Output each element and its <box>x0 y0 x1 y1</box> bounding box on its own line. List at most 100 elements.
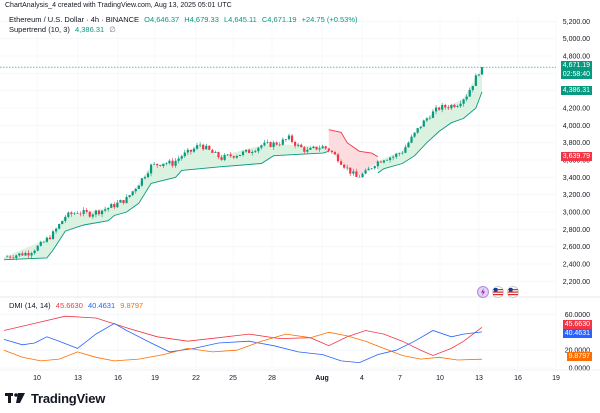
candle-body <box>134 188 137 192</box>
candle-body <box>183 152 186 157</box>
candle-body <box>61 220 64 225</box>
time-tick-label: 16 <box>114 375 122 382</box>
supertrend-fill-up <box>377 67 482 173</box>
supertrend-legend: Supertrend (10, 3) 4,386.31 ∅ <box>9 25 119 34</box>
candle-body <box>97 210 101 215</box>
time-tick-label: 28 <box>268 375 276 382</box>
price-tick-label: 2,600.00 <box>563 244 590 251</box>
candle-body <box>477 74 481 76</box>
candle-body <box>269 141 272 147</box>
candle-body <box>76 213 79 214</box>
candle-body <box>217 152 220 158</box>
candle-body <box>128 195 131 197</box>
candle-body <box>64 216 67 221</box>
candle-body <box>306 149 309 152</box>
candle-body <box>382 160 386 163</box>
dmi-tick-label: 60.0000 <box>565 312 590 319</box>
candle-body <box>54 228 58 232</box>
supertrend-badge: 4,386.31 <box>560 86 592 95</box>
change-value: +24.75 (+0.53%) <box>301 15 358 24</box>
price-tick-label: 4,800.00 <box>563 54 590 61</box>
candle-body <box>395 153 398 157</box>
candle-body <box>444 104 447 108</box>
candle-body <box>278 144 281 146</box>
candle-body <box>367 168 370 171</box>
candle-body <box>471 85 474 90</box>
candle-body <box>159 165 162 166</box>
candle-body <box>9 256 12 258</box>
candle-body <box>223 154 226 160</box>
candle-body <box>480 67 484 75</box>
time-tick-label: 4 <box>360 375 364 382</box>
candle-body <box>257 147 260 152</box>
candle-body <box>70 212 73 215</box>
candle-body <box>468 89 471 97</box>
candle-body <box>125 196 128 204</box>
us-flag-icon[interactable] <box>492 286 504 298</box>
candle-body <box>186 149 189 153</box>
empty-set-icon[interactable]: ∅ <box>109 25 116 34</box>
candle-body <box>104 209 107 211</box>
supertrend-lines <box>3 91 483 261</box>
candle-body <box>100 210 104 215</box>
candle-body <box>79 213 82 215</box>
candle-body <box>162 163 165 166</box>
price-tick-label: 3,600.00 <box>563 158 590 165</box>
candle-body <box>91 214 94 217</box>
candle-body <box>42 241 45 243</box>
candle-body <box>140 178 143 186</box>
tradingview-mark-icon <box>5 392 27 404</box>
supertrend-fill-down <box>328 129 378 176</box>
tradingview-logo[interactable]: TradingView <box>5 390 105 406</box>
price-tick-label: 4,000.00 <box>563 123 590 130</box>
candle-body <box>352 171 355 174</box>
candle-body <box>30 253 33 256</box>
candle-body <box>327 148 330 151</box>
candle-body <box>51 231 55 240</box>
low-value: L4,645.11 <box>223 15 257 24</box>
candle-body <box>171 160 174 166</box>
candle-body <box>284 139 287 140</box>
high-value: H4,679.33 <box>184 15 219 24</box>
candle-body <box>244 149 248 152</box>
candle-body <box>324 146 327 149</box>
candle-body <box>266 141 269 143</box>
candle-body <box>263 142 266 146</box>
us-flag-icon-2[interactable] <box>507 286 519 298</box>
plus-di-badge: 40.4631 <box>562 329 592 338</box>
time-tick-label: 10 <box>436 375 444 382</box>
supertrend-label: Supertrend (10, 3) <box>9 25 70 34</box>
candle-body <box>180 156 183 159</box>
candle-body <box>370 168 373 169</box>
candle-body <box>312 146 315 148</box>
time-tick-label: 7 <box>398 375 402 382</box>
candle-body <box>94 210 98 215</box>
supertrend-line-up <box>3 150 329 261</box>
candle-body <box>401 152 404 154</box>
candle-body <box>45 237 48 242</box>
price-tick-label: 3,400.00 <box>563 175 590 182</box>
countdown-badge: 02:58:40 <box>560 70 592 79</box>
candle-body <box>12 257 15 259</box>
candle-body <box>315 146 318 150</box>
candle-body <box>441 104 444 110</box>
price-tick-label: 5,200.00 <box>563 19 590 26</box>
symbol-legend: Ethereum / U.S. Dollar · 4h · BINANCE O4… <box>9 15 360 24</box>
candle-body <box>67 212 70 217</box>
candle-body <box>343 164 346 168</box>
candle-body <box>349 167 352 174</box>
candle-body <box>149 164 153 174</box>
candles <box>5 67 484 261</box>
candle-body <box>447 107 450 109</box>
event-lightning-icon[interactable] <box>477 286 489 298</box>
dmi-series-ADX <box>3 315 483 356</box>
candle-body <box>248 149 251 154</box>
candle-body <box>146 173 150 178</box>
time-axis: 10 13 16 19 22 25 28 Aug 4 7 10 13 16 19 <box>33 375 560 382</box>
candle-body <box>143 177 147 179</box>
price-tick-label: 4,200.00 <box>563 106 590 113</box>
time-tick-label: 25 <box>229 375 237 382</box>
close-value: C4,671.19 <box>261 15 297 24</box>
candle-body <box>189 149 193 152</box>
